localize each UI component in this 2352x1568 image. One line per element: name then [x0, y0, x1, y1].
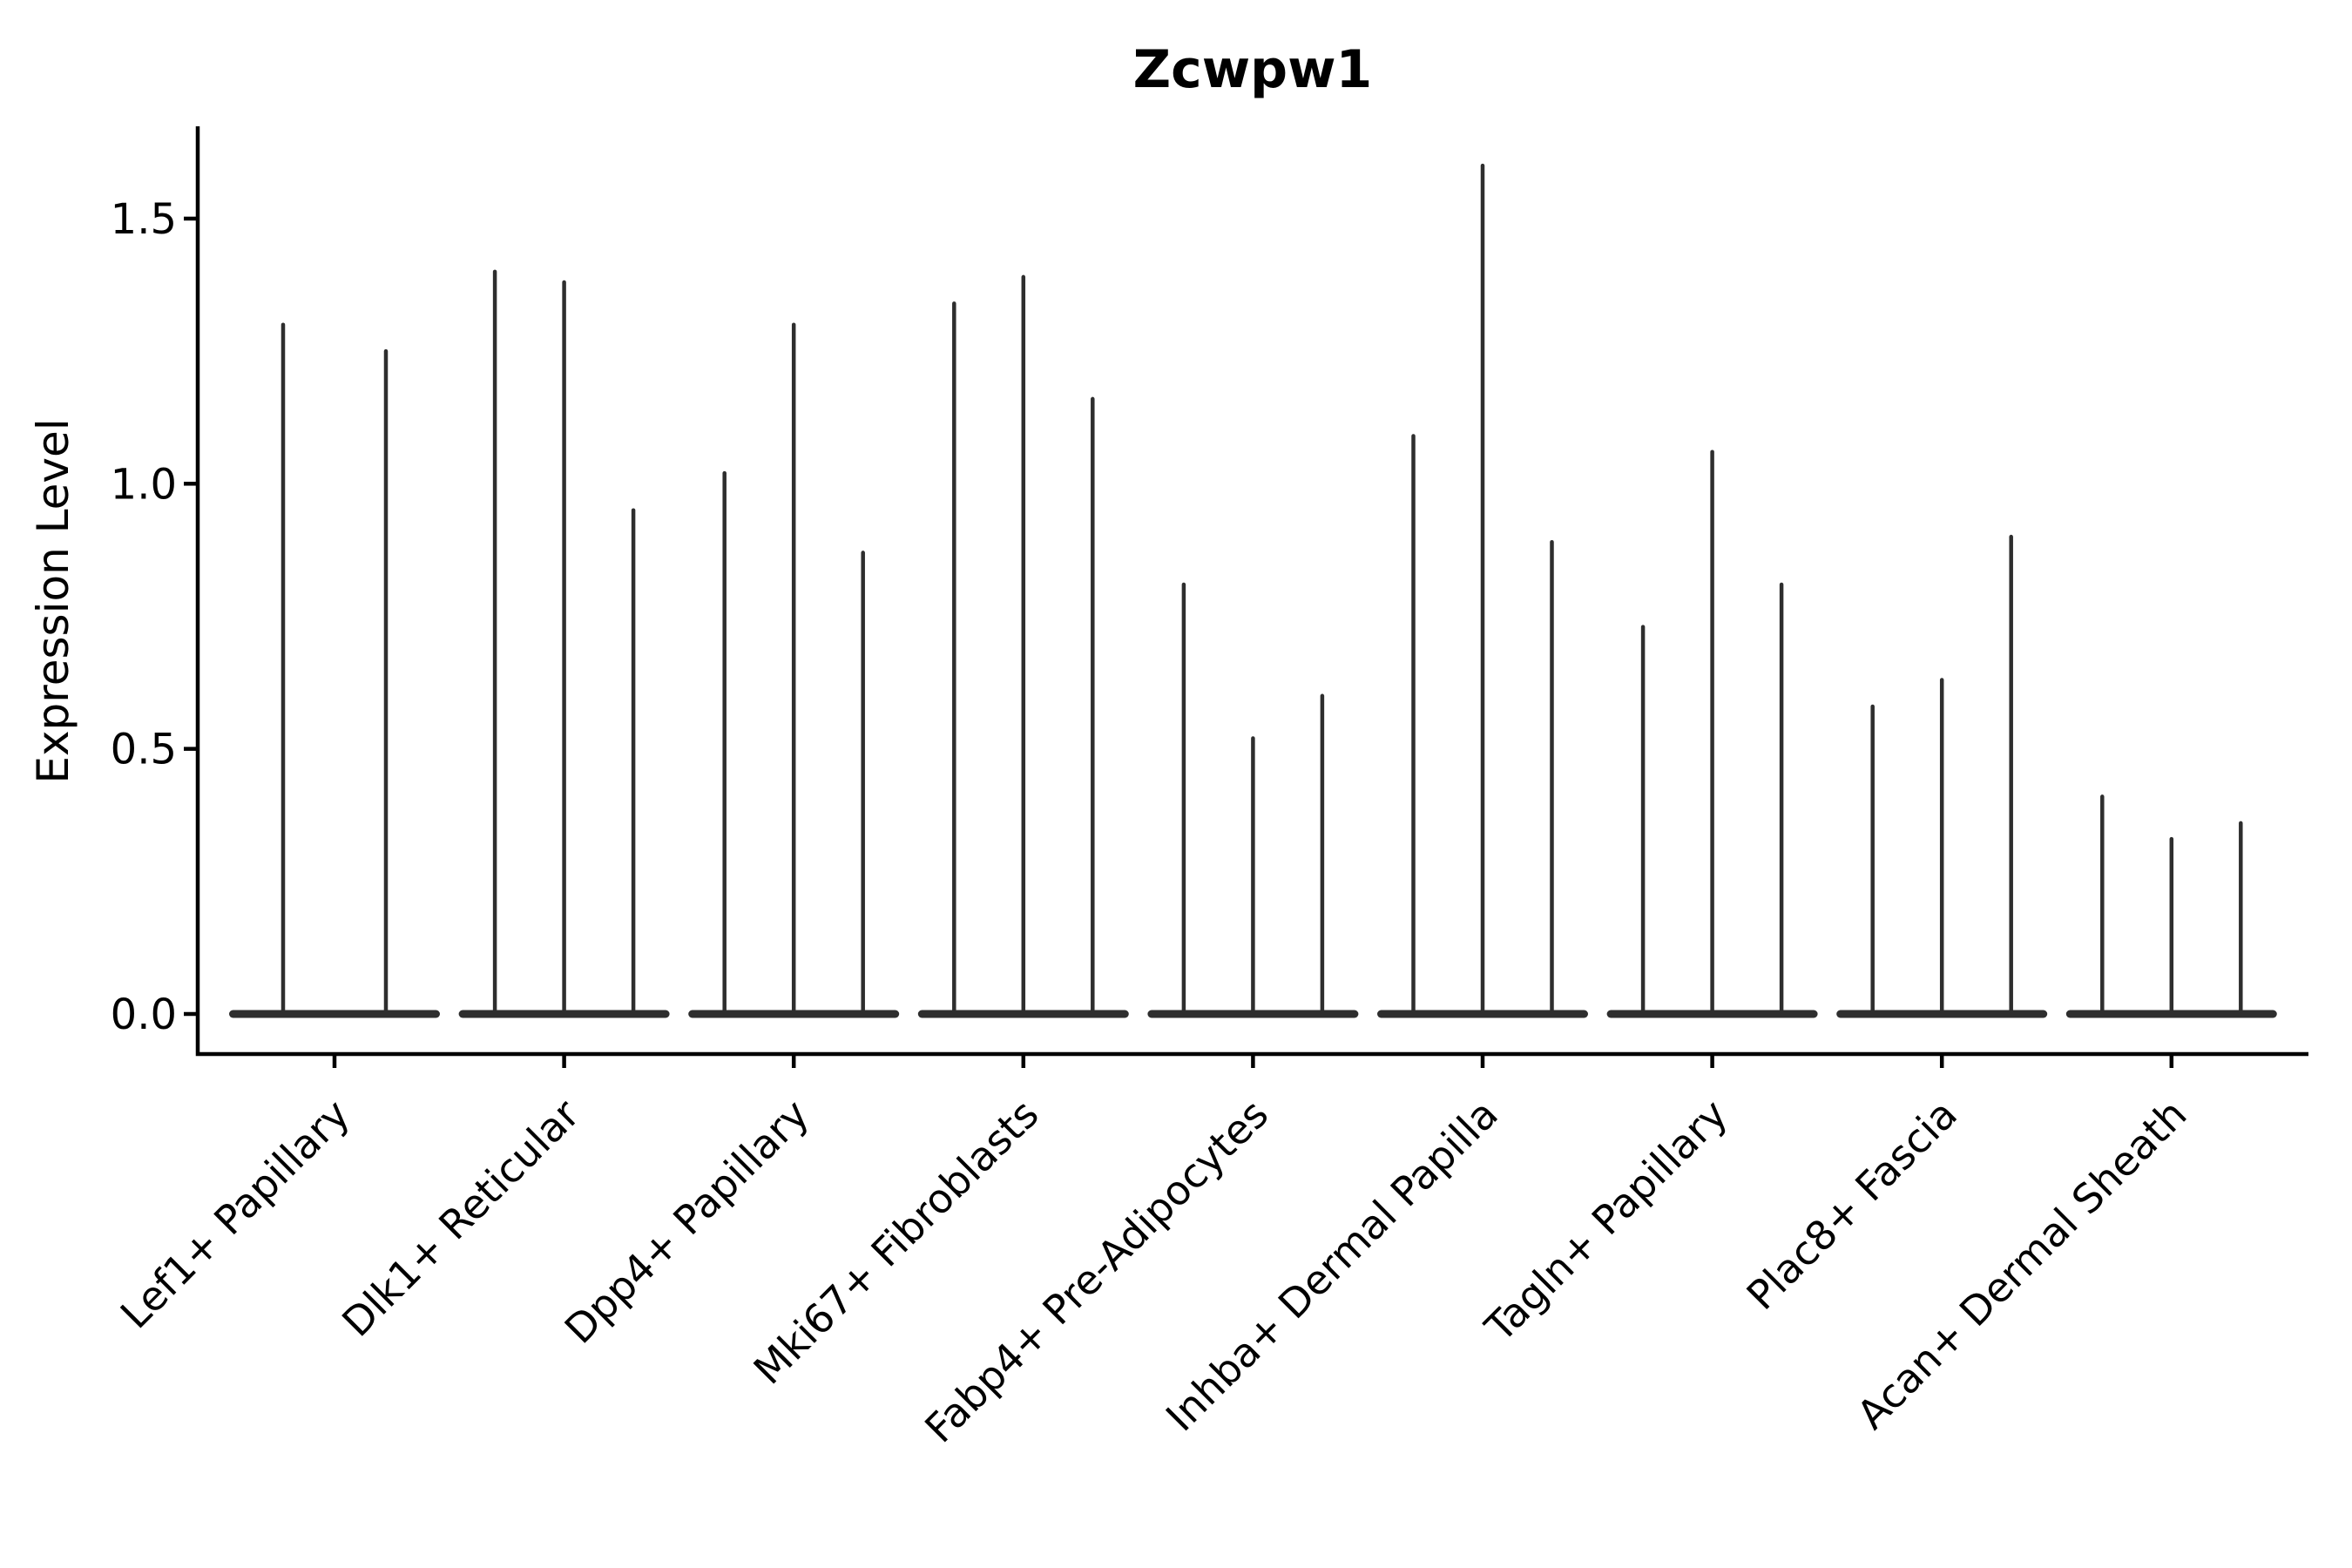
violin-group: [688, 322, 900, 1018]
violins: [229, 163, 2277, 1018]
axes: [195, 126, 2308, 1057]
x-tick-label: Dpp4+ Papillary: [556, 1091, 818, 1353]
violin-group: [917, 274, 1129, 1018]
x-tick-label: Plac8+ Fascia: [1738, 1091, 1966, 1319]
y-tick-label: 1.5: [111, 195, 177, 244]
y-tick-label: 1.0: [111, 460, 177, 509]
violin-group: [1606, 449, 1818, 1018]
y-axis-ticks: 0.0 0.5 1.0 1.5: [111, 195, 198, 1039]
violin-base: [229, 1010, 440, 1018]
axis-spines: [195, 126, 2308, 1057]
violin-group: [1377, 163, 1588, 1018]
chart-title: Zcwpw1: [1133, 39, 1373, 100]
y-tick-label: 0.5: [111, 726, 177, 774]
x-tick-label: Tagln+ Papillary: [1476, 1091, 1737, 1352]
violin-group: [2065, 794, 2277, 1018]
x-tick-label: Lef1+ Papillary: [112, 1091, 359, 1338]
violin-group: [458, 269, 670, 1018]
violin-group: [229, 322, 440, 1018]
violin-group: [1147, 582, 1359, 1018]
x-tick-label: Dlk1+ Reticular: [333, 1091, 588, 1346]
y-tick-label: 0.0: [111, 990, 177, 1039]
y-axis-label: Expression Level: [28, 418, 78, 783]
violin-group: [1836, 534, 2048, 1018]
